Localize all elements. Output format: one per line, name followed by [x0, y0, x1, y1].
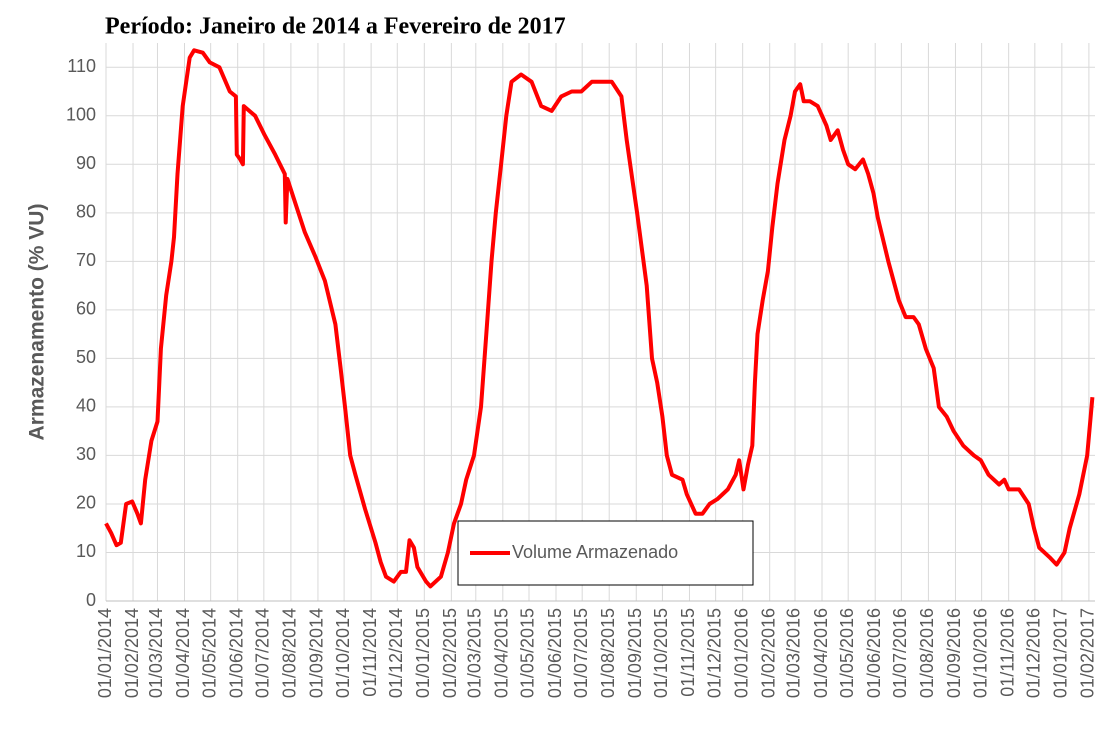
y-tick-label: 50	[76, 347, 96, 367]
y-tick-label: 60	[76, 299, 96, 319]
x-tick-label: 01/01/2017	[1051, 608, 1071, 698]
legend-label: Volume Armazenado	[512, 542, 678, 562]
x-tick-label: 01/02/2016	[758, 608, 778, 698]
chart-title: Período: Janeiro de 2014 a Fevereiro de …	[105, 14, 566, 40]
y-tick-label: 80	[76, 202, 96, 222]
y-tick-label: 100	[66, 105, 96, 125]
data-line	[104, 48, 1095, 589]
x-tick-label: 01/03/2016	[784, 608, 804, 698]
x-tick-label: 01/11/2015	[678, 608, 698, 697]
x-tick-label: 01/02/2015	[440, 608, 460, 698]
y-tick-label: 10	[76, 541, 96, 561]
x-tick-label: 01/09/2015	[625, 608, 645, 698]
x-tick-label: 01/09/2014	[307, 608, 327, 698]
x-tick-label: 01/04/2016	[811, 608, 831, 698]
y-tick-label: 90	[76, 153, 96, 173]
x-tick-label: 01/02/2014	[122, 608, 142, 698]
y-tick-label: 40	[76, 396, 96, 416]
x-tick-label: 01/06/2015	[545, 608, 565, 698]
y-axis-label: Armazenamento (% VU)	[26, 204, 49, 441]
x-tick-label: 01/06/2016	[864, 608, 884, 698]
y-tick-label: 20	[76, 493, 96, 513]
y-tick-label: 70	[76, 250, 96, 270]
x-tick-label: 01/09/2016	[944, 608, 964, 698]
x-tick-label: 01/08/2015	[598, 608, 618, 698]
x-tick-label: 01/01/2016	[731, 608, 751, 698]
x-tick-label: 01/08/2014	[280, 608, 300, 698]
y-tick-label: 0	[86, 590, 96, 610]
x-tick-label: 01/04/2015	[492, 608, 512, 698]
x-tick-label: 01/12/2016	[1024, 608, 1044, 698]
x-tick-label: 01/05/2015	[518, 608, 538, 698]
x-tick-label: 01/07/2014	[253, 608, 273, 698]
x-tick-label: 01/10/2015	[651, 608, 671, 698]
x-tick-label: 01/10/2016	[970, 608, 990, 698]
x-tick-label: 01/01/2015	[413, 608, 433, 698]
x-tick-label: 01/04/2014	[173, 608, 193, 698]
x-tick-label: 01/05/2014	[199, 608, 219, 698]
x-tick-label: 01/02/2017	[1078, 608, 1095, 698]
x-tick-label: 01/10/2014	[333, 608, 353, 698]
x-tick-label: 01/08/2016	[917, 608, 937, 698]
y-tick-label: 30	[76, 444, 96, 464]
x-tick-label: 01/05/2016	[837, 608, 857, 698]
x-tick-label: 01/07/2015	[571, 608, 591, 698]
x-tick-label: 01/03/2015	[465, 608, 485, 698]
x-tick-label: 01/03/2014	[146, 608, 166, 698]
y-tick-label: 110	[67, 56, 96, 76]
x-tick-label: 01/12/2014	[386, 608, 406, 698]
x-tick-label: 01/06/2014	[226, 608, 246, 698]
x-tick-label: 01/11/2016	[997, 608, 1017, 697]
x-tick-label: 01/07/2016	[890, 608, 910, 698]
x-tick-label: 01/12/2015	[704, 608, 724, 698]
x-tick-label: 01/01/2014	[95, 608, 115, 698]
x-tick-label: 01/11/2014	[360, 608, 380, 697]
